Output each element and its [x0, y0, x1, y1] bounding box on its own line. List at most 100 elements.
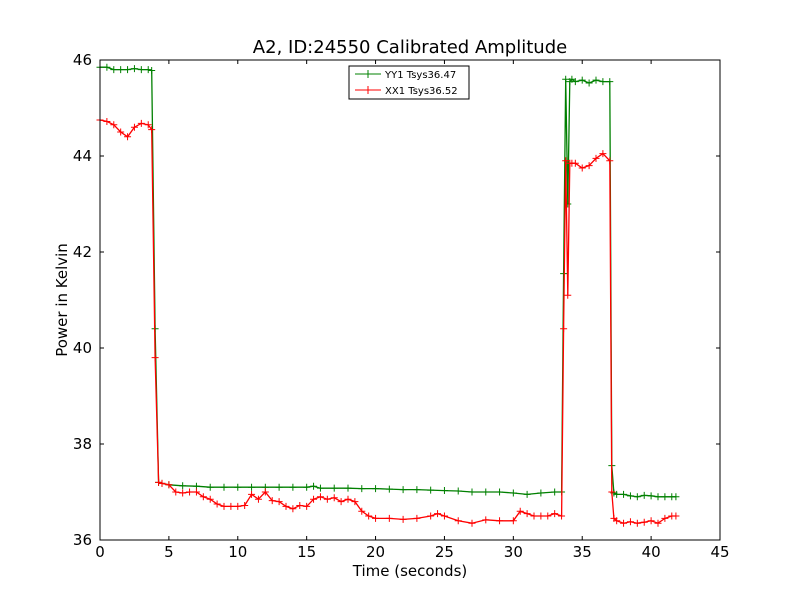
- data-point: [110, 66, 118, 74]
- data-point: [227, 502, 235, 510]
- data-point: [358, 485, 366, 493]
- data-point: [544, 512, 552, 520]
- data-point: [137, 119, 145, 127]
- data-point: [537, 489, 545, 497]
- data-point: [289, 483, 297, 491]
- data-point: [661, 514, 669, 522]
- y-tick-label: 36: [73, 531, 92, 549]
- x-tick-label: 35: [573, 543, 592, 561]
- data-point: [213, 500, 221, 508]
- data-point: [496, 488, 504, 496]
- legend-label-xx1: XX1 Tsys36.52: [385, 86, 458, 97]
- data-point: [558, 512, 566, 520]
- y-tick-label: 42: [73, 243, 92, 261]
- data-point: [199, 493, 207, 501]
- data-point: [220, 502, 228, 510]
- legend: YY1 Tsys36.47 XX1 Tsys36.52: [348, 65, 470, 100]
- data-point: [413, 486, 421, 494]
- data-point: [551, 488, 559, 496]
- data-point: [599, 78, 607, 86]
- data-point: [289, 505, 297, 513]
- data-point: [172, 488, 180, 496]
- data-point: [303, 483, 311, 491]
- data-point: [626, 492, 634, 500]
- data-point: [351, 498, 359, 506]
- data-point: [241, 501, 249, 509]
- data-point: [509, 517, 517, 525]
- data-point: [234, 502, 242, 510]
- plot-frame: [99, 59, 721, 541]
- data-point: [578, 76, 586, 84]
- data-point: [155, 478, 163, 486]
- data-point: [330, 494, 338, 502]
- data-point: [560, 325, 568, 333]
- data-point: [165, 481, 173, 489]
- data-point: [296, 501, 304, 509]
- data-point: [282, 502, 290, 510]
- data-point: [137, 66, 145, 74]
- x-tick-label: 5: [164, 543, 174, 561]
- y-tick-label: 38: [73, 435, 92, 453]
- data-point: [206, 483, 214, 491]
- data-point: [372, 485, 380, 493]
- data-point: [440, 512, 448, 520]
- data-point: [144, 121, 152, 129]
- data-point: [564, 291, 572, 299]
- data-point: [337, 498, 345, 506]
- data-point: [234, 483, 242, 491]
- data-point: [523, 510, 531, 518]
- x-tick-label: 25: [435, 543, 454, 561]
- data-point: [468, 488, 476, 496]
- y-axis: 36 38 40 42 44 46: [73, 51, 720, 549]
- x-tick-label: 20: [366, 543, 385, 561]
- data-point: [530, 512, 538, 520]
- data-point: [606, 157, 614, 165]
- x-tick-label: 30: [504, 543, 523, 561]
- data-point: [620, 519, 628, 527]
- y-tick-label: 46: [73, 51, 92, 69]
- data-point: [613, 490, 621, 498]
- data-point: [562, 75, 570, 83]
- data-point: [608, 488, 616, 496]
- data-point: [124, 66, 132, 74]
- x-tick-label: 15: [297, 543, 316, 561]
- data-point: [454, 517, 462, 525]
- data-point: [103, 63, 111, 71]
- data-point: [316, 484, 324, 492]
- data-point: [179, 482, 187, 490]
- data-point: [275, 498, 283, 506]
- data-point: [427, 512, 435, 520]
- data-point: [640, 491, 648, 499]
- data-point: [254, 495, 262, 503]
- x-tick-label: 0: [95, 543, 105, 561]
- y-tick-label: 40: [73, 339, 92, 357]
- data-point: [372, 514, 380, 522]
- data-point: [585, 79, 593, 87]
- data-point: [672, 493, 680, 501]
- data-point: [482, 488, 490, 496]
- data-point: [399, 486, 407, 494]
- data-point: [148, 126, 156, 134]
- data-point: [592, 76, 600, 84]
- data-point: [103, 117, 111, 125]
- series-layer: [96, 63, 680, 527]
- data-point: [206, 495, 214, 503]
- data-point: [275, 483, 283, 491]
- data-point: [220, 483, 228, 491]
- x-tick-label: 45: [710, 543, 729, 561]
- data-point: [248, 483, 256, 491]
- data-point: [509, 489, 517, 497]
- data-point: [654, 519, 662, 527]
- legend-marker-xx1: [364, 86, 372, 94]
- data-point: [144, 66, 152, 74]
- data-point: [537, 512, 545, 520]
- data-point: [303, 502, 311, 510]
- data-point: [647, 492, 655, 500]
- data-point: [310, 482, 318, 490]
- data-point: [399, 515, 407, 523]
- data-point: [640, 518, 648, 526]
- data-point: [179, 489, 187, 497]
- data-point: [468, 519, 476, 527]
- data-point: [571, 159, 579, 167]
